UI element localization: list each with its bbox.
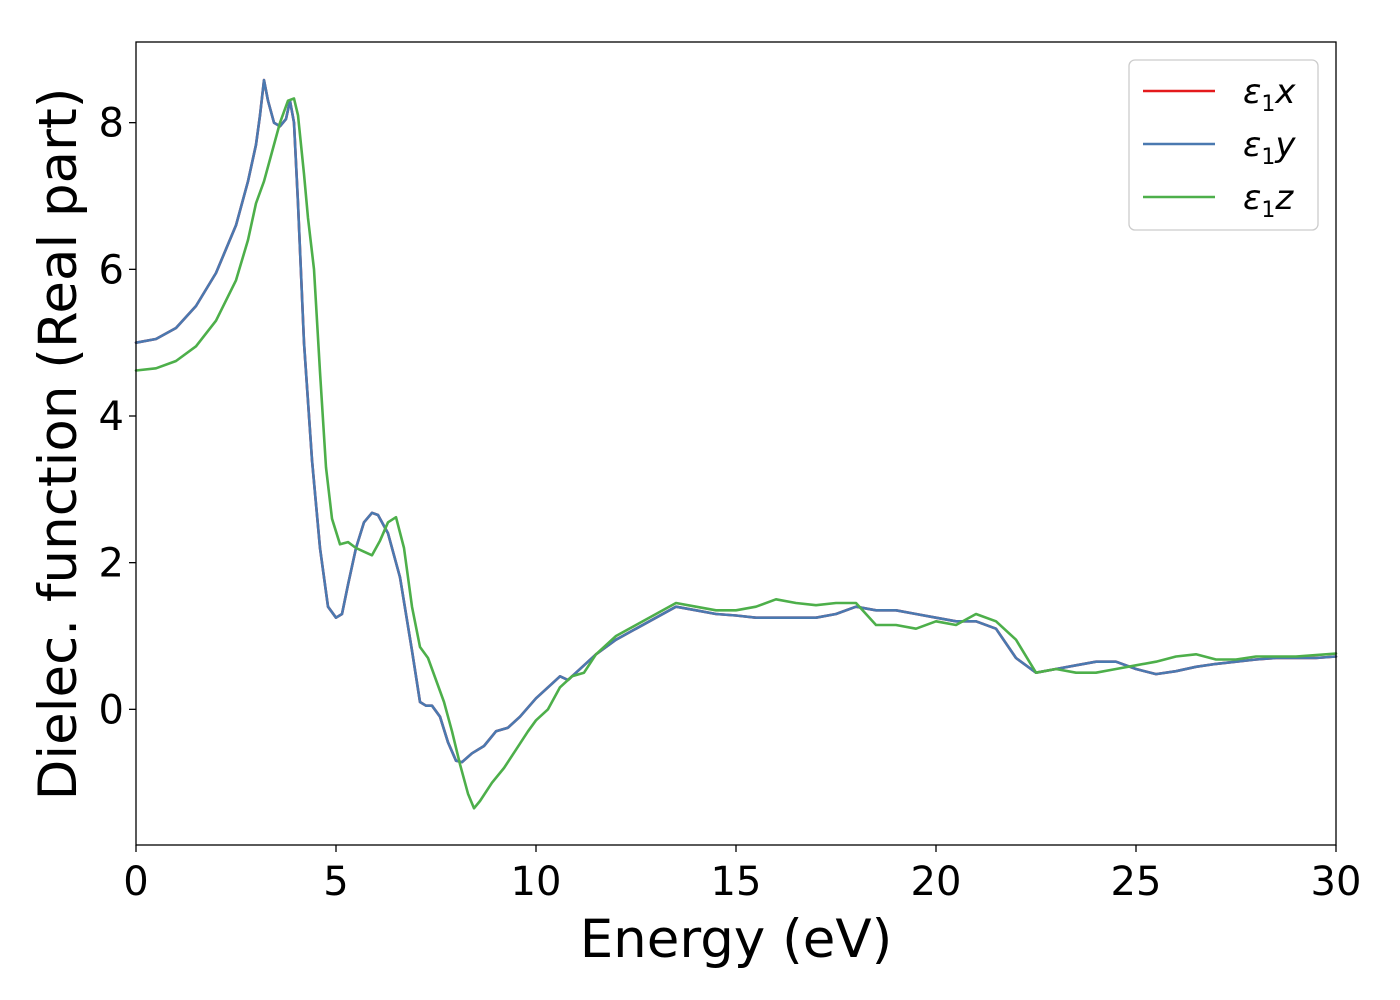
x-tick-label: 20 [911,859,962,905]
x-ticks: 0 5 10 15 20 25 30 [123,845,1361,905]
y-tick-label: 6 [99,247,124,293]
series-layer [134,78,1338,810]
y-tick-label: 4 [99,394,124,440]
legend-label-y: ε1y [1243,125,1296,170]
legend-label-x: ε1x [1243,72,1296,117]
x-axis-title: Energy (eV) [580,909,893,970]
legend-box [1128,59,1319,231]
y-ticks: 0 2 4 6 8 [99,101,136,733]
series-line-z [134,97,1338,810]
x-tick-label: 5 [323,859,348,905]
y-tick-label: 8 [99,101,124,147]
y-tick-label: 2 [99,541,124,587]
x-tick-label: 25 [1111,859,1162,905]
legend-label-z: ε1z [1243,178,1294,223]
y-axis-title: Dielec. function (Real part) [28,88,89,801]
y-tick-label: 0 [99,687,124,733]
x-tick-label: 15 [711,859,762,905]
x-tick-label: 0 [123,859,148,905]
x-tick-label: 10 [511,859,562,905]
x-tick-label: 30 [1311,859,1362,905]
legend: ε1x ε1y ε1z [1128,59,1319,231]
